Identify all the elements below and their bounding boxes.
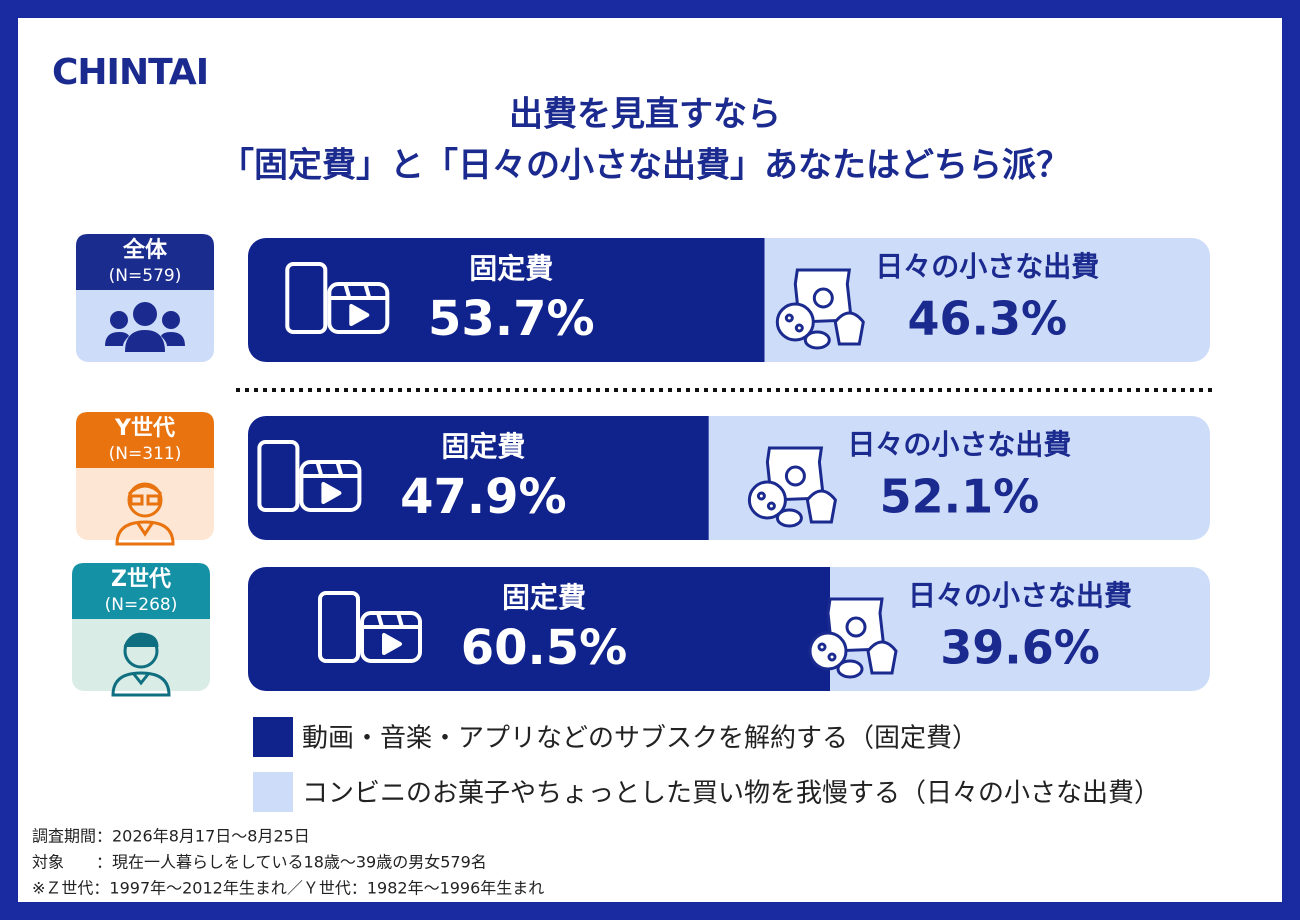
legend-swatch: [253, 717, 293, 757]
legend-label: コンビニのお菓子やちょっとした買い物を我慢する（日々の小さな出費）: [302, 779, 1160, 809]
value-label: 52.1%: [880, 470, 1040, 524]
group-header: [72, 563, 210, 619]
series-name: 固定費: [469, 252, 553, 285]
note: 対象 ：現在一人暮らしをしている18歳～39歳の男女579名: [32, 853, 487, 872]
logo: CHINTAI: [52, 52, 208, 93]
sample-label: (N=268): [105, 595, 178, 615]
group-label: 全体: [122, 237, 168, 263]
note: ※Ｚ世代：1997年～2012年生まれ／Ｙ世代：1982年～1996年生まれ: [32, 879, 544, 898]
series-name: 日々の小さな出費: [847, 428, 1071, 461]
bar-row: [248, 238, 1210, 362]
group-header: [76, 412, 214, 468]
value-label: 39.6%: [940, 621, 1100, 675]
series-name: 日々の小さな出費: [875, 250, 1099, 283]
bar-segment: [248, 567, 831, 691]
value-label: 47.9%: [400, 469, 567, 525]
note: 調査期間：2026年8月17日～8月25日: [32, 827, 310, 846]
value-label: 46.3%: [908, 292, 1068, 346]
legend-swatch: [253, 772, 293, 812]
title-line-2: 「固定費」と「日々の小さな出費」あなたはどちら派？: [220, 146, 1070, 186]
sample-label: (N=311): [109, 444, 182, 464]
series-name: 固定費: [502, 581, 586, 614]
group-header: [76, 234, 214, 290]
title-line-1: 出費を見直すなら: [509, 95, 781, 135]
value-label: 60.5%: [461, 620, 628, 676]
legend-label: 動画・音楽・アプリなどのサブスクを解約する（固定費）: [302, 724, 978, 754]
sample-label: (N=579): [109, 266, 182, 286]
value-label: 53.7%: [428, 291, 595, 347]
group-label: Z世代: [111, 567, 171, 592]
series-name: 日々の小さな出費: [908, 579, 1132, 612]
series-name: 固定費: [441, 430, 525, 463]
group-label: Y世代: [114, 416, 175, 441]
